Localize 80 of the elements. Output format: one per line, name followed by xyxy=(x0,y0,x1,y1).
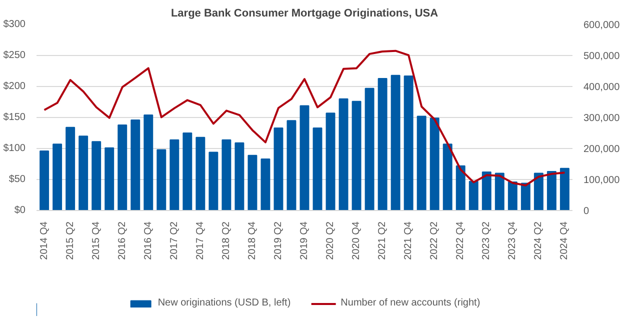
y2-tick-label: 0 xyxy=(584,206,590,217)
bar xyxy=(430,118,440,210)
bar xyxy=(78,136,88,210)
bar xyxy=(468,180,478,210)
chart-title: Large Bank Consumer Mortgage Originations, USA xyxy=(170,8,438,20)
bar xyxy=(182,132,192,210)
x-tick-label: 2018 Q2 xyxy=(220,221,232,260)
y2-tick-label: 200,000 xyxy=(584,144,620,155)
y-tick-label: $250 xyxy=(3,50,26,61)
bar xyxy=(416,116,426,210)
bar xyxy=(494,172,504,210)
y2-tick-label: 300,000 xyxy=(584,113,620,124)
bar xyxy=(352,100,362,210)
bar xyxy=(196,136,206,210)
x-tick-label: 2018 Q4 xyxy=(246,221,258,260)
bar xyxy=(118,124,128,210)
bar xyxy=(520,182,530,210)
y2-tick-label: 500,000 xyxy=(584,51,620,62)
bar xyxy=(482,172,492,210)
y2-tick-label: 100,000 xyxy=(584,175,620,186)
bar xyxy=(40,150,50,210)
x-tick-label: 2020 Q4 xyxy=(351,221,362,260)
x-tick-label: 2014 Q4 xyxy=(38,221,50,260)
x-tick-label: 2015 Q4 xyxy=(90,221,102,260)
bar xyxy=(404,75,414,210)
bar xyxy=(286,120,296,210)
bar xyxy=(104,147,114,210)
bar xyxy=(234,142,244,210)
x-tick-label: 2022 Q2 xyxy=(429,221,440,260)
y2-tick-label: 400,000 xyxy=(584,82,620,93)
x-tick-label: 2019 Q2 xyxy=(272,221,284,260)
bar xyxy=(390,74,400,210)
bar xyxy=(260,158,270,210)
x-tick-label: 2016 Q2 xyxy=(116,221,128,260)
bar xyxy=(546,170,556,210)
y-tick-label: $50 xyxy=(8,174,26,185)
x-tick-label: 2019 Q4 xyxy=(299,221,310,260)
bar xyxy=(170,139,180,210)
x-tick-label: 2016 Q4 xyxy=(142,221,154,260)
bar xyxy=(52,144,62,210)
line-series xyxy=(43,50,566,186)
bar xyxy=(130,119,140,210)
bar xyxy=(92,141,102,210)
x-tick-label: 2022 Q4 xyxy=(455,221,466,260)
y-tick-label: $150 xyxy=(3,112,26,123)
x-tick-label: 2020 Q2 xyxy=(325,221,336,260)
bar xyxy=(222,139,232,210)
bar xyxy=(312,128,322,210)
bar xyxy=(534,172,544,210)
bar xyxy=(300,105,310,210)
x-tick-label: 2017 Q2 xyxy=(168,221,180,260)
bar xyxy=(156,149,166,210)
bar xyxy=(442,144,452,210)
bar xyxy=(208,152,218,210)
y-tick-label: $200 xyxy=(3,81,26,92)
x-tick-label: 2015 Q2 xyxy=(64,221,76,260)
legend-label: Number of new accounts (right) xyxy=(340,298,480,308)
y-tick-label: $100 xyxy=(3,143,26,154)
bar xyxy=(144,114,154,210)
bar xyxy=(274,128,284,210)
bar xyxy=(508,181,518,210)
bar xyxy=(326,112,336,210)
x-tick-label: 2024 Q4 xyxy=(559,221,570,260)
bar xyxy=(338,98,348,210)
bar xyxy=(248,154,258,210)
x-tick-label: 2021 Q2 xyxy=(377,221,388,260)
y2-tick-label: 600,000 xyxy=(584,20,620,31)
x-tick-label: 2024 Q2 xyxy=(533,221,544,260)
bar xyxy=(560,168,570,210)
bar xyxy=(364,88,374,210)
legend-label: New originations (USD B, left) xyxy=(158,298,291,308)
y-tick-label: $300 xyxy=(3,19,26,30)
bar xyxy=(456,165,466,210)
x-tick-label: 2023 Q4 xyxy=(507,221,518,260)
y-tick-label: $0 xyxy=(14,205,26,216)
x-tick-label: 2023 Q2 xyxy=(481,221,492,260)
x-tick-label: 2021 Q4 xyxy=(403,221,414,260)
bar xyxy=(66,126,76,210)
x-tick-label: 2017 Q4 xyxy=(194,221,206,260)
bar xyxy=(378,78,388,210)
